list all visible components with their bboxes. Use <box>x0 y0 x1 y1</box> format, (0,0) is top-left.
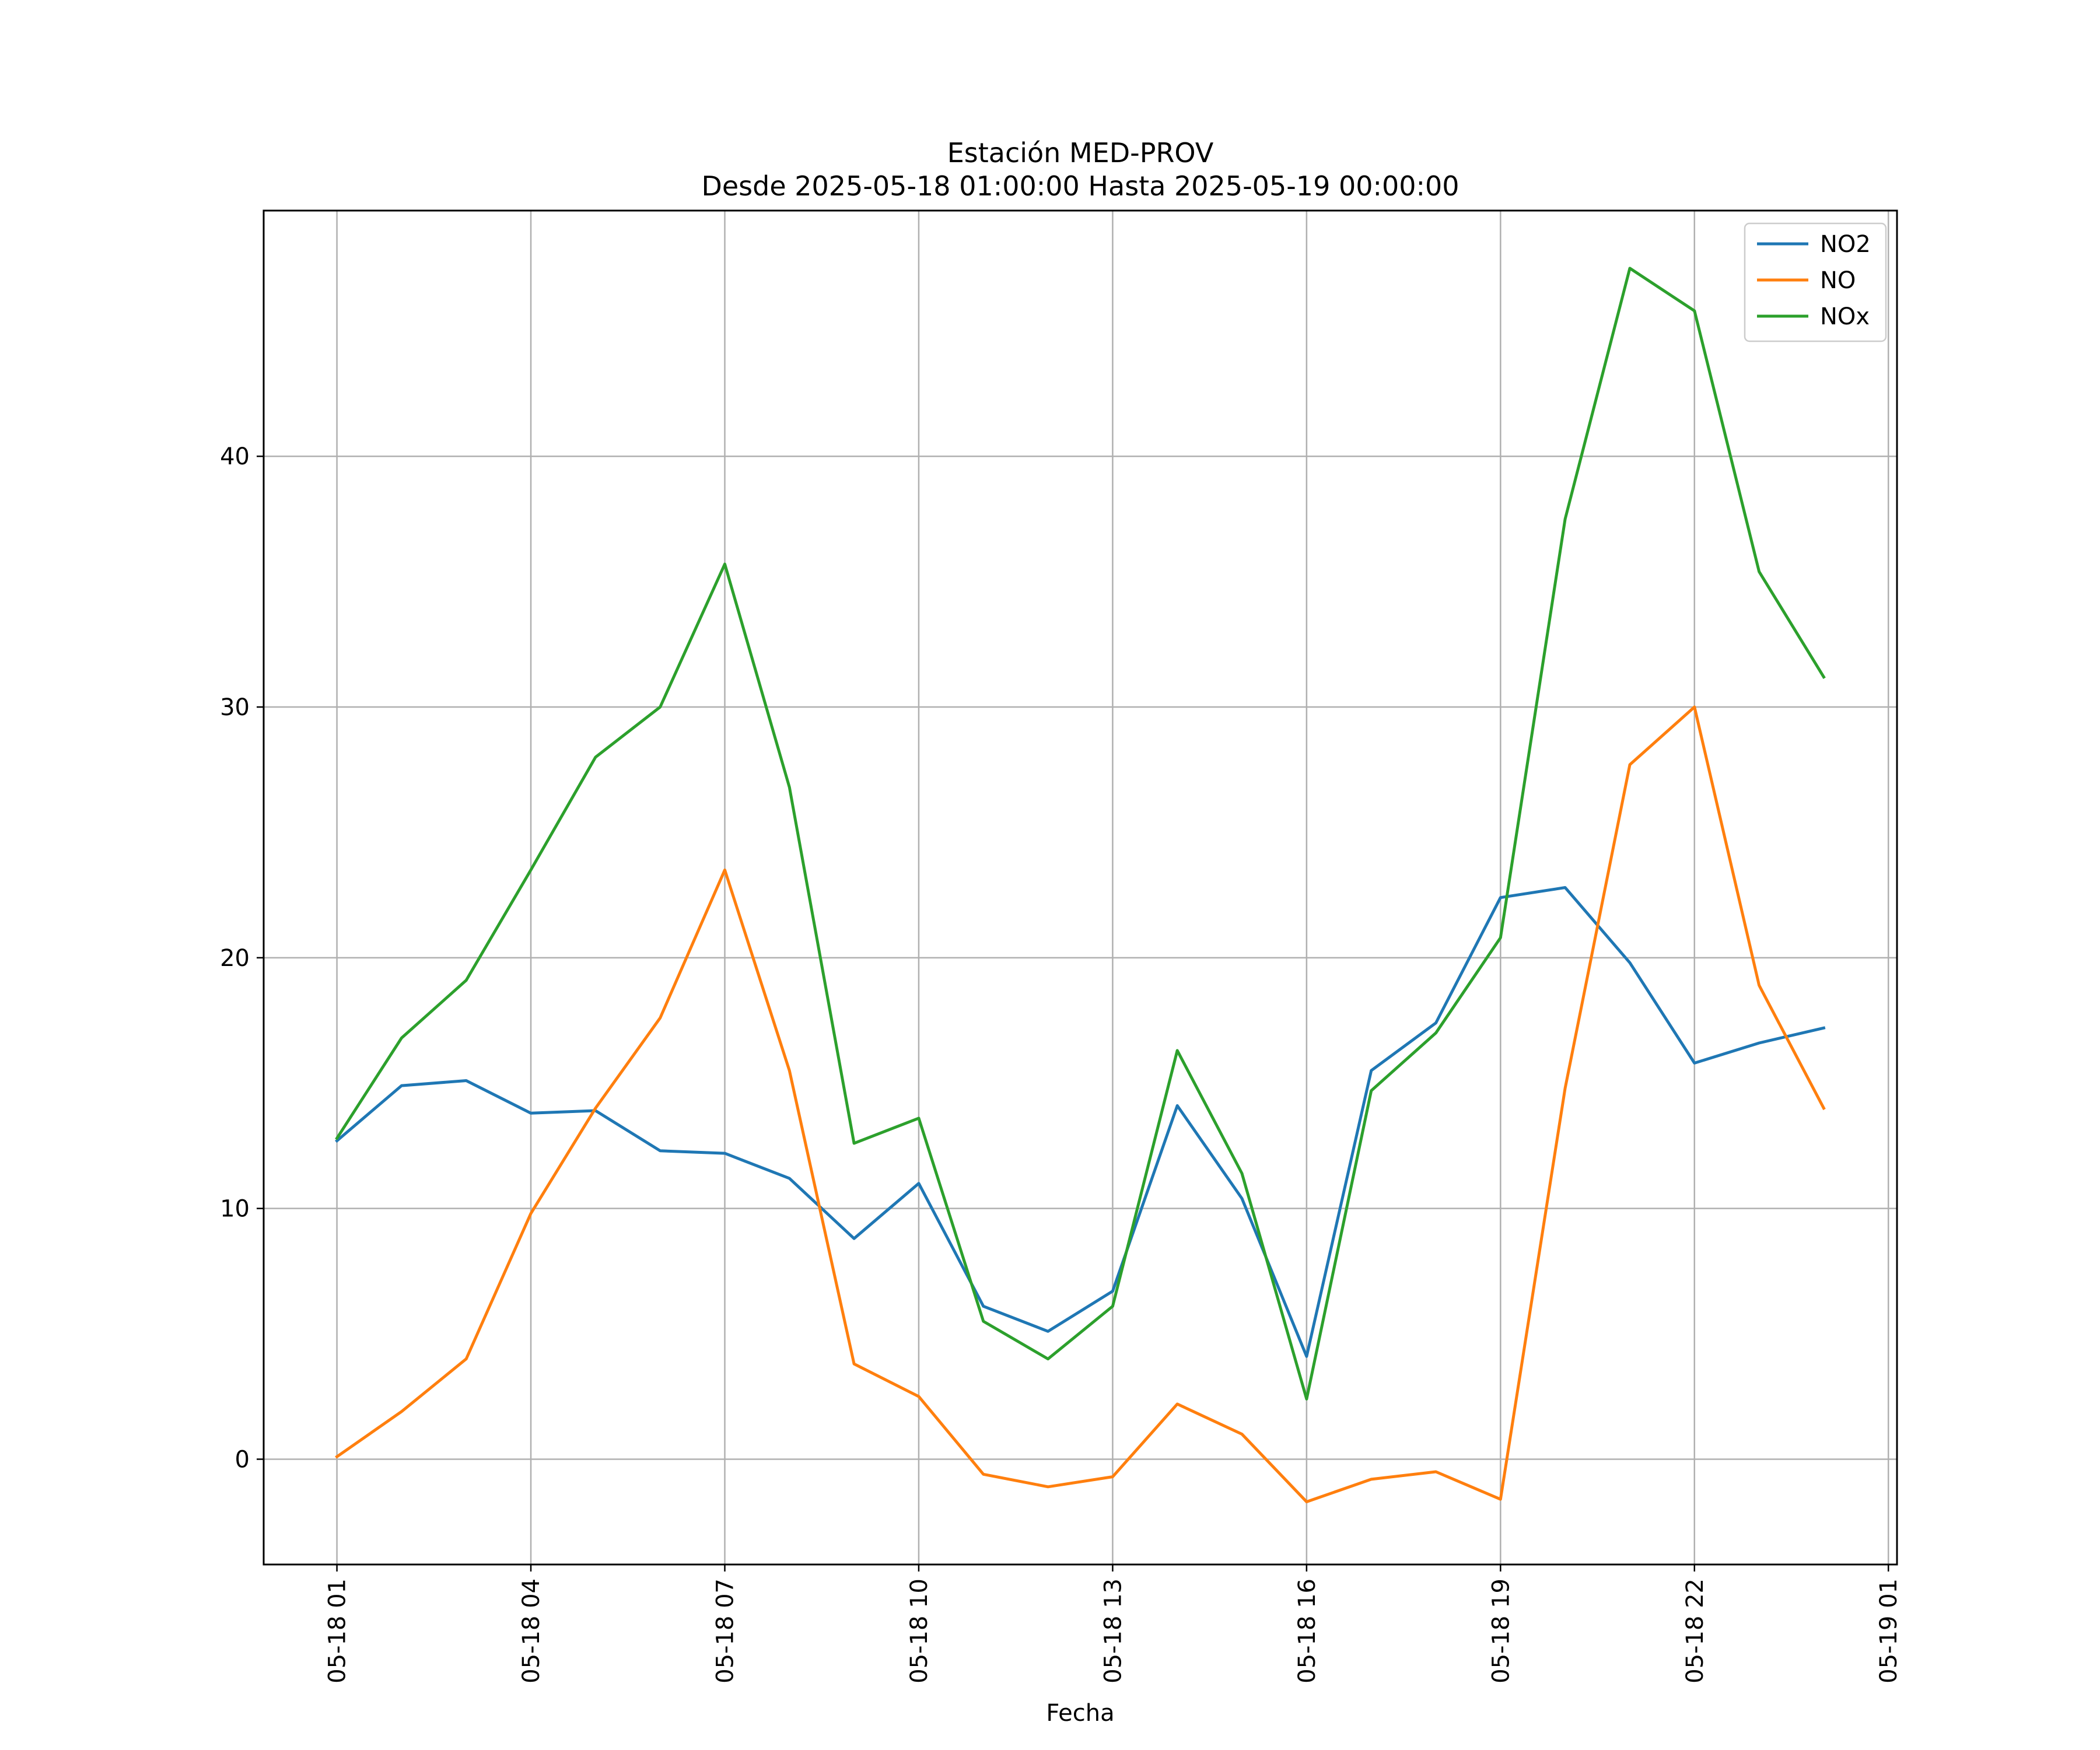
x-axis-label: Fecha <box>1046 1700 1114 1727</box>
legend-box <box>1744 222 1887 342</box>
chart-subtitle: Desde 2025-05-18 01:00:00 Hasta 2025-05-… <box>701 170 1459 202</box>
x-tick-label: 05-18 07 <box>712 1578 739 1684</box>
x-tick-label: 05-18 16 <box>1294 1578 1321 1684</box>
legend-label-nox: NOx <box>1820 303 1870 330</box>
y-tick-label: 20 <box>220 945 250 972</box>
x-tick-label: 05-18 01 <box>324 1578 351 1684</box>
y-tick-label: 40 <box>220 443 250 470</box>
y-tick-label: 30 <box>220 694 250 721</box>
series-lines <box>335 267 1826 1503</box>
series-line-no <box>335 705 1826 1503</box>
x-tick-label: 05-18 10 <box>906 1578 933 1684</box>
legend-label-no2: NO2 <box>1820 231 1871 258</box>
y-tick-label: 0 <box>235 1446 250 1473</box>
plot-frame <box>262 209 1898 1566</box>
x-tick-label: 05-18 19 <box>1488 1578 1514 1684</box>
x-tick-label: 05-18 04 <box>518 1578 545 1684</box>
y-axis: 0 10 20 30 40 <box>220 443 264 1473</box>
x-tick-label: 05-18 13 <box>1100 1578 1126 1684</box>
y-tick-label: 10 <box>220 1196 250 1223</box>
x-tick-label: 05-19 01 <box>1875 1578 1902 1684</box>
grid <box>264 211 1897 1564</box>
legend: NO2 NO NOx <box>1744 222 1887 342</box>
x-axis: 05-18 01 05-18 04 05-18 07 05-18 10 05-18 13… <box>324 1564 1902 1684</box>
series-line-nox <box>335 267 1826 1401</box>
legend-label-no: NO <box>1820 267 1856 294</box>
series-line-no2 <box>335 886 1826 1358</box>
chart-title: Estación MED-PROV <box>947 137 1214 169</box>
x-tick-label: 05-18 22 <box>1682 1578 1709 1684</box>
